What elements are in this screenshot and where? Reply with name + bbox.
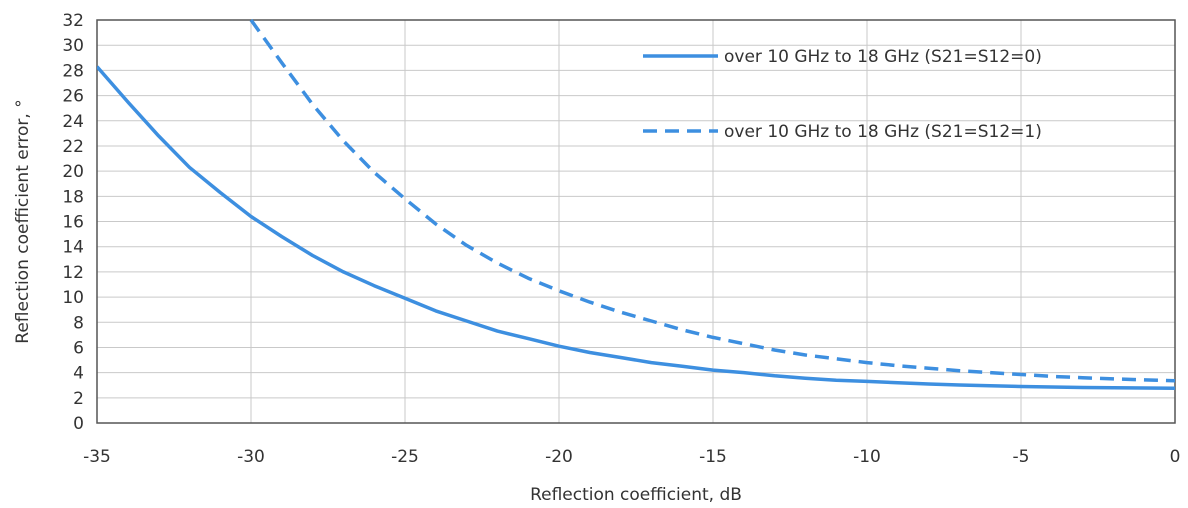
plot-frame bbox=[96, 19, 1176, 424]
series-line-s21-s12-0 bbox=[97, 65, 1175, 390]
legend-label: over 10 GHz to 18 GHz (S21=S12=0) bbox=[724, 47, 1042, 67]
x-tick-label: -15 bbox=[699, 447, 727, 467]
series-layer bbox=[97, 18, 1175, 390]
y-tick-label: 32 bbox=[62, 11, 84, 31]
y-tick-label: 20 bbox=[62, 162, 84, 182]
legend-label: over 10 GHz to 18 GHz (S21=S12=1) bbox=[724, 122, 1042, 142]
x-tick-labels: -35 -30 -25 -20 -15 -10 -5 0 bbox=[83, 447, 1180, 467]
y-tick-label: 10 bbox=[62, 288, 84, 308]
x-tick-label: -30 bbox=[237, 447, 265, 467]
y-tick-label: 26 bbox=[62, 87, 84, 107]
y-tick-label: 4 bbox=[73, 364, 84, 384]
legend: over 10 GHz to 18 GHz (S21=S12=0) over 10… bbox=[643, 47, 1042, 142]
y-tick-label: 2 bbox=[73, 389, 84, 409]
y-tick-label: 28 bbox=[62, 61, 84, 81]
y-tick-label: 22 bbox=[62, 137, 84, 157]
x-tick-label: -20 bbox=[545, 447, 573, 467]
x-tick-label: -5 bbox=[1013, 447, 1030, 467]
y-tick-label: 0 bbox=[73, 414, 84, 434]
y-tick-label: 6 bbox=[73, 338, 84, 358]
y-tick-label: 8 bbox=[73, 313, 84, 333]
y-tick-label: 16 bbox=[62, 213, 84, 233]
y-tick-label: 30 bbox=[62, 36, 84, 56]
y-tick-label: 12 bbox=[62, 263, 84, 283]
y-axis-label: Reflection coefficient error, ° bbox=[13, 99, 33, 343]
y-tick-label: 14 bbox=[62, 238, 84, 258]
x-tick-label: -10 bbox=[853, 447, 881, 467]
y-tick-label: 24 bbox=[62, 112, 84, 132]
x-tick-label: -25 bbox=[391, 447, 419, 467]
y-tick-label: 18 bbox=[62, 187, 84, 207]
series-line-s21-s12-1 bbox=[249, 18, 1175, 383]
x-tick-label: 0 bbox=[1170, 447, 1181, 467]
x-tick-label: -35 bbox=[83, 447, 111, 467]
x-axis-label: Reflection coefficient, dB bbox=[530, 485, 742, 505]
